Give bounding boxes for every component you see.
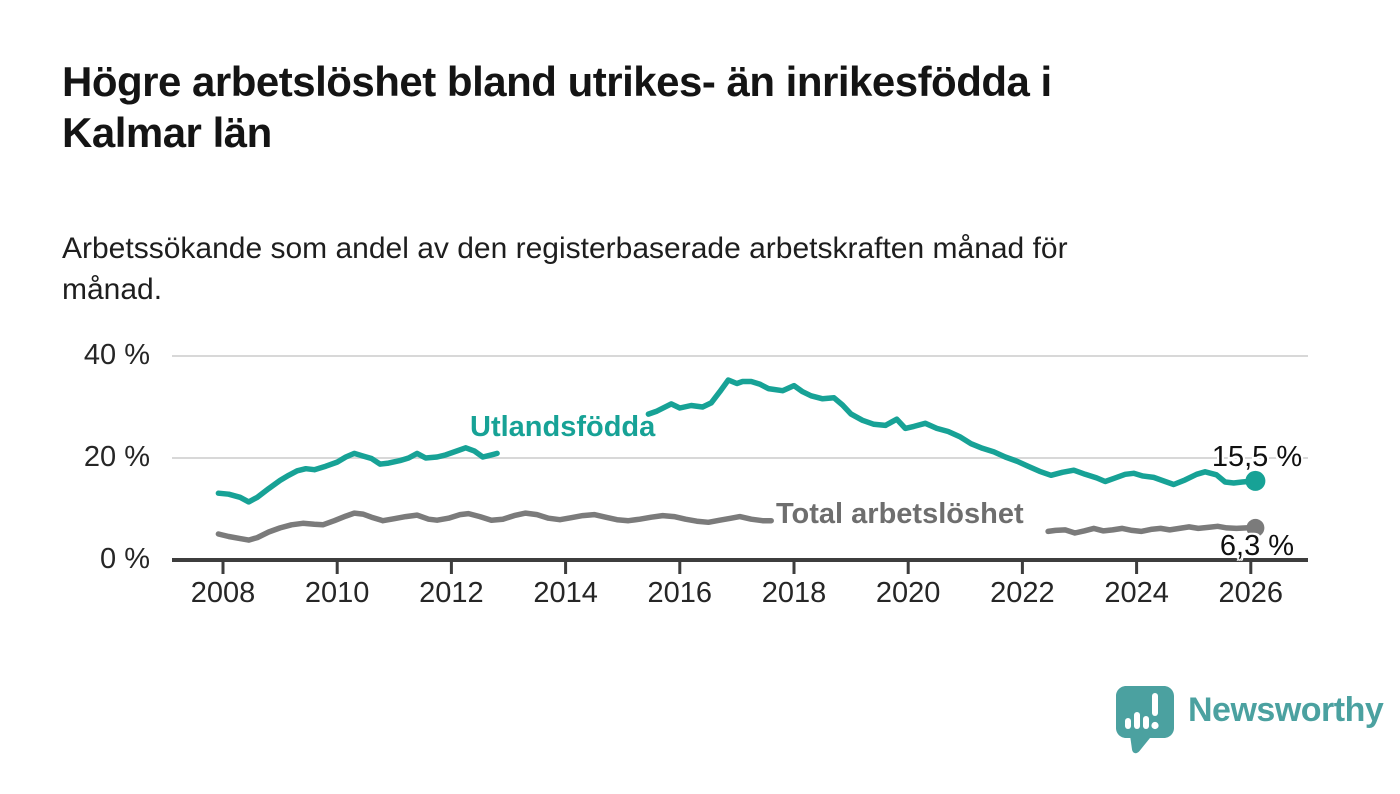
end-value-label-utlandsfodda: 15,5 % <box>1211 441 1303 473</box>
series-label-utlandsfodda: Utlandsfödda <box>470 411 656 443</box>
chart-subtitle-line-2: månad. <box>62 273 163 307</box>
end-value-label-total-arbetsloshet: 6,3 % <box>1219 530 1295 562</box>
x-tick-label-2020: 2020 <box>875 577 941 609</box>
series-line-utlandsfodda-seg1 <box>645 377 1259 488</box>
logo-bar-chart-glyph <box>1125 693 1159 730</box>
page-title-line-1: Högre arbetslöshet bland utrikes- än inr… <box>62 58 1052 105</box>
x-tick-label-2026: 2026 <box>1218 577 1284 609</box>
series-end-dot-total-arbetsloshet <box>1246 518 1265 537</box>
x-tick-label-2012: 2012 <box>419 577 484 609</box>
series-line-utlandsfodda-seg0 <box>215 445 500 505</box>
series-end-dot-utlandsfodda <box>1245 470 1266 491</box>
page-title: Högre arbetslöshet bland utrikes- än inr… <box>62 56 1052 158</box>
y-tick-label-0: 0 % <box>100 543 150 575</box>
x-tick-label-2008: 2008 <box>190 577 256 609</box>
page-title-line-2: Kalmar län <box>62 109 272 157</box>
newsworthy-logo[interactable]: Newsworthy <box>1116 686 1384 756</box>
chart-subtitle-line-1: Arbetssökande som andel av den registerb… <box>62 232 1068 265</box>
newsworthy-logo-text: Newsworthy <box>1188 691 1384 729</box>
series-line-total-arbetsloshet-seg1 <box>1045 523 1259 536</box>
x-tick-label-2024: 2024 <box>1104 577 1169 609</box>
x-tick-label-2018: 2018 <box>761 577 827 609</box>
x-tick-label-2016: 2016 <box>647 577 713 609</box>
chart-subtitle: Arbetssökande som andel av den registerb… <box>62 228 1068 311</box>
newsworthy-logo-icon <box>1116 686 1174 754</box>
series-line-total-arbetsloshet-seg0 <box>215 510 774 543</box>
series-label-total-arbetsloshet: Total arbetslöshet <box>776 498 1024 530</box>
y-tick-label-20: 20 % <box>83 441 150 473</box>
x-tick-label-2010: 2010 <box>304 577 370 609</box>
x-tick-label-2014: 2014 <box>533 577 598 609</box>
x-tick-label-2022: 2022 <box>990 577 1055 609</box>
y-tick-label-40: 40 % <box>83 339 150 371</box>
